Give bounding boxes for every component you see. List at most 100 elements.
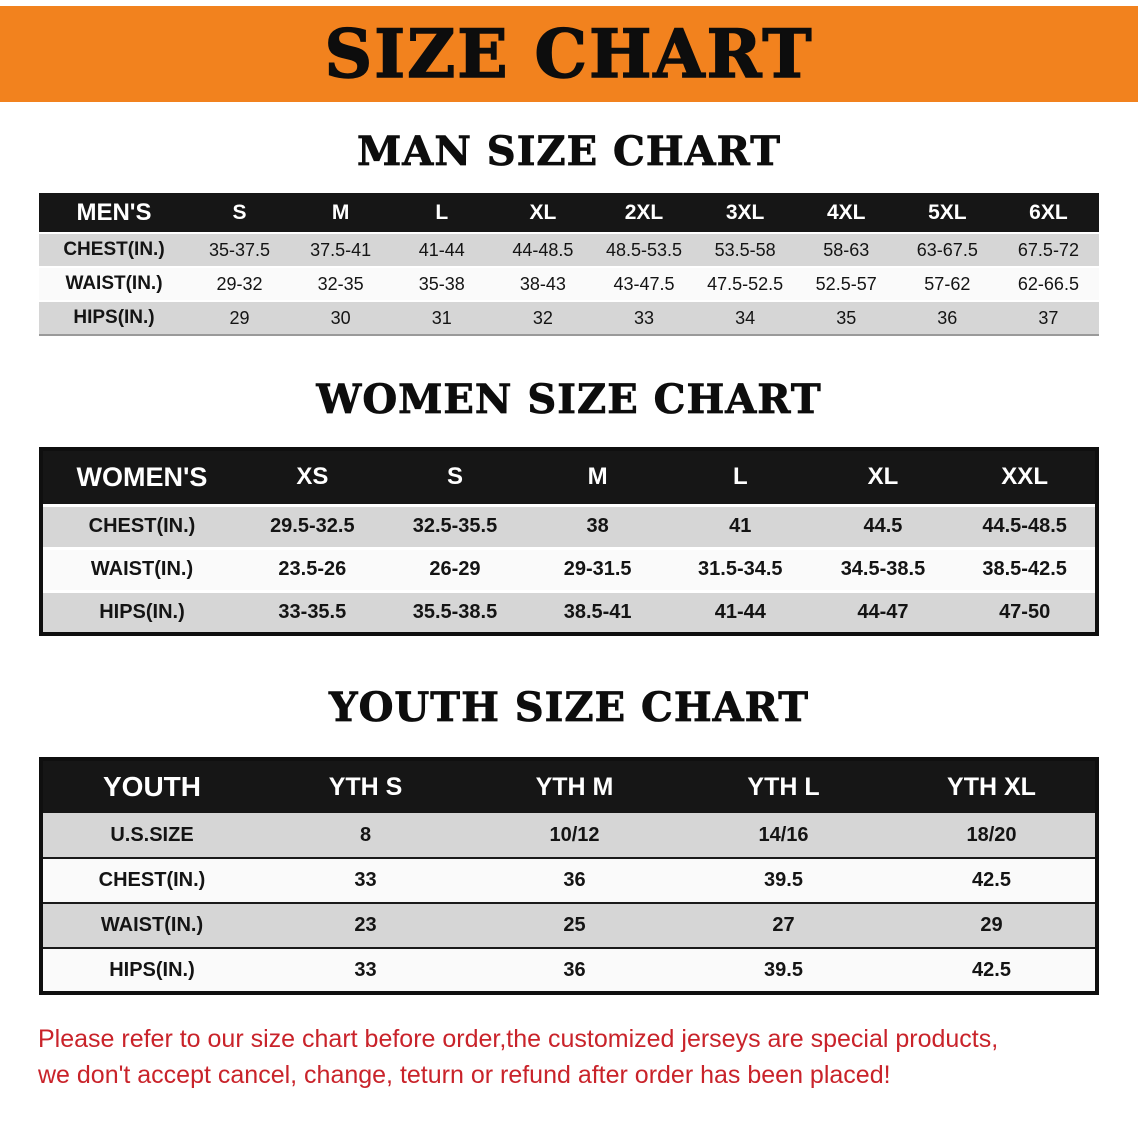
table-header-row: MEN'S S M L XL 2XL 3XL 4XL 5XL 6XL: [39, 193, 1099, 233]
size-column-header: 3XL: [725, 200, 765, 224]
table-group-label: YOUTH: [103, 771, 201, 802]
size-column-header: S: [446, 463, 463, 491]
size-column-header: L: [435, 200, 449, 224]
size-column-header: 2XL: [624, 200, 664, 224]
size-column-header: YTH XL: [947, 772, 1036, 801]
measurement-row: HIPS(IN.) 29 30 31 32 33 34 35 36 37: [39, 301, 1099, 335]
measurement-value-cell: 29-32: [216, 273, 263, 294]
size-column-header: YTH M: [535, 772, 614, 801]
measurement-value-cell: 63-67.5: [916, 239, 978, 260]
size-column-header: XL: [867, 463, 899, 491]
size-chart-page: SIZE CHART MAN SIZE CHART MEN'S S M L XL 2XL 3…: [0, 6, 1138, 1094]
measurement-value-cell: 18/20: [966, 823, 1017, 846]
size-column-header: XXL: [1001, 463, 1048, 491]
men-size-table: MEN'S S M L XL 2XL 3XL 4XL 5XL 6XL CHEST(IN.) 35-37…: [39, 193, 1099, 336]
measurement-value-cell: 34: [735, 307, 756, 328]
measurement-value-cell: 39.5: [764, 869, 803, 891]
measurement-value-cell: 58-63: [823, 239, 870, 260]
measurement-value-cell: 33: [354, 958, 377, 981]
measurement-value-cell: 38.5-41: [563, 600, 632, 623]
table-group-label: WOMEN'S: [76, 461, 208, 492]
measurement-value-cell: 25: [563, 914, 586, 936]
size-chart-banner: SIZE CHART: [0, 6, 1138, 102]
measurement-value-cell: 41-44: [714, 600, 766, 623]
measurement-value-cell: 48.5-53.5: [605, 239, 683, 260]
page-title: SIZE CHART: [324, 14, 814, 94]
measurement-value-cell: 29.5-32.5: [270, 515, 355, 537]
women-size-section: WOMEN SIZE CHART WOMEN'S XS S M L XL XXL CHEST(…: [0, 336, 1138, 636]
measurement-value-cell: 53.5-58: [714, 239, 776, 260]
measurement-value-cell: 39.5: [764, 958, 803, 981]
measurement-value-cell: 37.5-41: [310, 239, 372, 260]
measurement-value-cell: 29-31.5: [563, 558, 632, 580]
measurement-value-cell: 23.5-26: [278, 558, 347, 580]
measurement-row-label: U.S.SIZE: [110, 823, 194, 846]
measurement-row: CHEST(IN.) 29.5-32.5 32.5-35.5 38 41 44.5 44.5…: [41, 505, 1097, 548]
measurement-row-label: HIPS(IN.): [109, 958, 195, 981]
measurement-row: CHEST(IN.) 35-37.5 37.5-41 41-44 44-48.5 48.5…: [39, 233, 1099, 267]
measurement-row-label: WAIST(IN.): [90, 558, 194, 580]
measurement-value-cell: 38-43: [519, 273, 566, 294]
men-section-heading: MAN SIZE CHART: [357, 128, 781, 176]
note-line-1: Please refer to our size chart before or…: [38, 1025, 999, 1053]
measurement-value-cell: 38: [586, 515, 609, 537]
measurement-row: WAIST(IN.) 23 25 27 29: [41, 903, 1097, 948]
measurement-value-cell: 42.5: [972, 869, 1011, 891]
size-column-header: S: [232, 200, 247, 224]
size-column-header: XS: [296, 463, 329, 491]
measurement-value-cell: 57-62: [924, 273, 971, 294]
measurement-value-cell: 47.5-52.5: [707, 273, 784, 294]
size-column-header: YTH L: [747, 772, 820, 801]
measurement-value-cell: 29: [980, 914, 1003, 936]
measurement-value-cell: 14/16: [758, 823, 809, 846]
size-column-header: M: [331, 200, 350, 224]
measurement-row: WAIST(IN.) 23.5-26 26-29 29-31.5 31.5-34.5 34…: [41, 548, 1097, 591]
measurement-value-cell: 33-35.5: [278, 600, 347, 623]
measurement-value-cell: 36: [563, 869, 586, 891]
measurement-row: WAIST(IN.) 29-32 32-35 35-38 38-43 43-47.5 47.…: [39, 267, 1099, 301]
size-column-header: L: [732, 463, 748, 491]
measurement-value-cell: 42.5: [972, 958, 1011, 981]
measurement-row: HIPS(IN.) 33-35.5 35.5-38.5 38.5-41 41-44 44-…: [41, 591, 1097, 634]
measurement-value-cell: 8: [359, 823, 372, 846]
size-column-header: 4XL: [826, 200, 866, 224]
youth-size-table: YOUTH YTH S YTH M YTH L YTH XL U.S.SIZE 8 10/12…: [39, 757, 1099, 995]
measurement-row-label: WAIST(IN.): [100, 914, 204, 936]
measurement-value-cell: 26-29: [429, 558, 481, 580]
measurement-value-cell: 52.5-57: [815, 273, 877, 294]
measurement-value-cell: 27: [772, 914, 795, 936]
measurement-value-cell: 43-47.5: [613, 273, 675, 294]
measurement-value-cell: 44-47: [857, 600, 909, 623]
measurement-row-label: CHEST(IN.): [98, 869, 206, 891]
measurement-value-cell: 33: [354, 869, 377, 891]
youth-section-heading: YOUTH SIZE CHART: [329, 684, 809, 732]
measurement-value-cell: 10/12: [549, 823, 600, 846]
note-line-2: we don't accept cancel, change, teturn o…: [38, 1061, 891, 1090]
measurement-value-cell: 67.5-72: [1017, 239, 1079, 260]
measurement-value-cell: 44-48.5: [512, 239, 574, 260]
measurement-value-cell: 44.5-48.5: [982, 515, 1067, 537]
measurement-value-cell: 35-38: [418, 273, 465, 294]
measurement-value-cell: 38.5-42.5: [982, 558, 1067, 580]
measurement-value-cell: 33: [633, 307, 654, 328]
table-group-label: MEN'S: [76, 198, 152, 226]
measurement-value-cell: 29: [229, 307, 250, 328]
measurement-value-cell: 41-44: [418, 239, 465, 260]
measurement-value-cell: 47-50: [999, 600, 1051, 623]
measurement-value-cell: 31: [431, 307, 452, 328]
measurement-value-cell: 62-66.5: [1017, 273, 1079, 294]
size-column-header: 6XL: [1029, 200, 1068, 224]
table-header-row: YOUTH YTH S YTH M YTH L YTH XL: [41, 759, 1097, 813]
measurement-value-cell: 23: [354, 914, 377, 936]
measurement-row: CHEST(IN.) 33 36 39.5 42.5: [41, 858, 1097, 903]
measurement-value-cell: 32: [532, 307, 553, 328]
measurement-row-label: HIPS(IN.): [99, 600, 185, 623]
youth-size-section: YOUTH SIZE CHART YOUTH YTH S YTH M YTH L YTH…: [0, 636, 1138, 995]
measurement-row: HIPS(IN.) 33 36 39.5 42.5: [41, 948, 1097, 993]
measurement-row-label: HIPS(IN.): [73, 307, 155, 328]
women-section-heading: WOMEN SIZE CHART: [316, 376, 822, 424]
women-size-table: WOMEN'S XS S M L XL XXL CHEST(IN.) 29.5-32.5 32.5…: [39, 447, 1099, 636]
measurement-value-cell: 30: [330, 307, 351, 328]
measurement-value-cell: 32.5-35.5: [412, 515, 498, 537]
measurement-value-cell: 37: [1038, 307, 1059, 328]
